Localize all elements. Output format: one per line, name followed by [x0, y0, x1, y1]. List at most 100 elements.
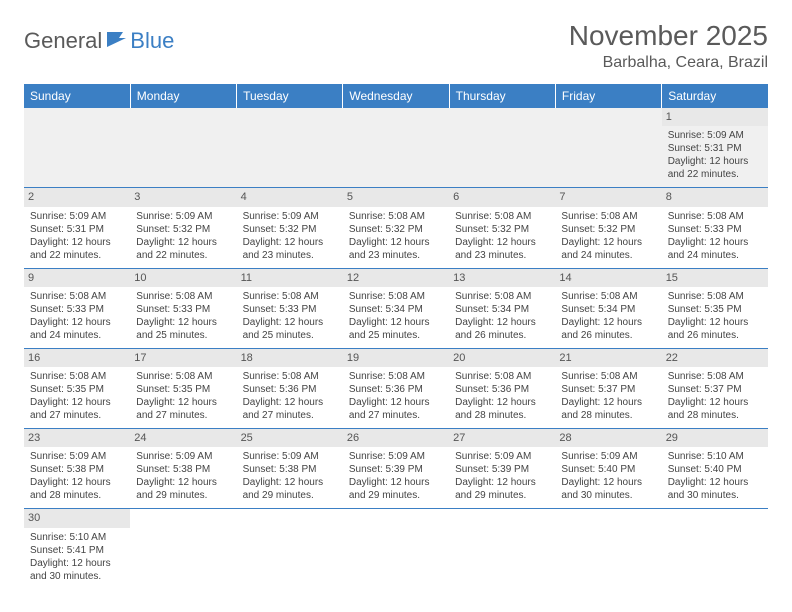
day-number: 11 [237, 269, 343, 287]
day-header: Sunday [24, 84, 130, 108]
daylight-text: and 28 minutes. [668, 409, 762, 422]
daylight-text: and 29 minutes. [243, 489, 337, 502]
daylight-text: Daylight: 12 hours [561, 476, 655, 489]
calendar-empty [343, 509, 449, 589]
day-number: 7 [555, 188, 661, 206]
calendar-day: 15Sunrise: 5:08 AMSunset: 5:35 PMDayligh… [662, 268, 768, 348]
header: General Blue November 2025 Barbalha, Cea… [24, 20, 768, 72]
daylight-text: and 29 minutes. [136, 489, 230, 502]
day-number: 9 [24, 269, 130, 287]
daylight-text: and 26 minutes. [561, 329, 655, 342]
calendar-empty [237, 108, 343, 188]
daylight-text: and 23 minutes. [243, 249, 337, 262]
location-text: Barbalha, Ceara, Brazil [569, 54, 768, 72]
calendar-week: 23Sunrise: 5:09 AMSunset: 5:38 PMDayligh… [24, 429, 768, 509]
daylight-text: Daylight: 12 hours [136, 476, 230, 489]
calendar-day: 22Sunrise: 5:08 AMSunset: 5:37 PMDayligh… [662, 348, 768, 428]
daylight-text: Daylight: 12 hours [349, 316, 443, 329]
day-header: Saturday [662, 84, 768, 108]
sunset-text: Sunset: 5:39 PM [349, 463, 443, 476]
calendar-day: 26Sunrise: 5:09 AMSunset: 5:39 PMDayligh… [343, 429, 449, 509]
sunset-text: Sunset: 5:32 PM [243, 223, 337, 236]
logo-text-blue: Blue [130, 28, 174, 54]
calendar-day: 24Sunrise: 5:09 AMSunset: 5:38 PMDayligh… [130, 429, 236, 509]
calendar-empty [449, 509, 555, 589]
calendar-week: 30Sunrise: 5:10 AMSunset: 5:41 PMDayligh… [24, 509, 768, 589]
day-header-row: SundayMondayTuesdayWednesdayThursdayFrid… [24, 84, 768, 108]
sunrise-text: Sunrise: 5:08 AM [349, 290, 443, 303]
calendar-day: 11Sunrise: 5:08 AMSunset: 5:33 PMDayligh… [237, 268, 343, 348]
calendar-week: 9Sunrise: 5:08 AMSunset: 5:33 PMDaylight… [24, 268, 768, 348]
daylight-text: and 29 minutes. [349, 489, 443, 502]
sunset-text: Sunset: 5:35 PM [136, 383, 230, 396]
sunset-text: Sunset: 5:38 PM [243, 463, 337, 476]
calendar-empty [130, 509, 236, 589]
daylight-text: and 29 minutes. [455, 489, 549, 502]
daylight-text: Daylight: 12 hours [243, 236, 337, 249]
daylight-text: and 23 minutes. [455, 249, 549, 262]
day-number: 26 [343, 429, 449, 447]
sunset-text: Sunset: 5:31 PM [30, 223, 124, 236]
calendar-empty [555, 509, 661, 589]
calendar-day: 19Sunrise: 5:08 AMSunset: 5:36 PMDayligh… [343, 348, 449, 428]
day-number: 3 [130, 188, 236, 206]
day-header: Wednesday [343, 84, 449, 108]
sunset-text: Sunset: 5:34 PM [455, 303, 549, 316]
daylight-text: Daylight: 12 hours [243, 316, 337, 329]
day-number: 27 [449, 429, 555, 447]
daylight-text: Daylight: 12 hours [668, 155, 762, 168]
day-number: 25 [237, 429, 343, 447]
sunset-text: Sunset: 5:37 PM [561, 383, 655, 396]
calendar-day: 6Sunrise: 5:08 AMSunset: 5:32 PMDaylight… [449, 188, 555, 268]
daylight-text: Daylight: 12 hours [668, 396, 762, 409]
calendar-day: 9Sunrise: 5:08 AMSunset: 5:33 PMDaylight… [24, 268, 130, 348]
sunset-text: Sunset: 5:39 PM [455, 463, 549, 476]
sunrise-text: Sunrise: 5:09 AM [30, 450, 124, 463]
sunset-text: Sunset: 5:36 PM [243, 383, 337, 396]
sunset-text: Sunset: 5:41 PM [30, 544, 124, 557]
daylight-text: Daylight: 12 hours [455, 316, 549, 329]
calendar-day: 8Sunrise: 5:08 AMSunset: 5:33 PMDaylight… [662, 188, 768, 268]
daylight-text: Daylight: 12 hours [30, 476, 124, 489]
calendar-day: 1Sunrise: 5:09 AMSunset: 5:31 PMDaylight… [662, 108, 768, 188]
calendar-day: 29Sunrise: 5:10 AMSunset: 5:40 PMDayligh… [662, 429, 768, 509]
day-header: Monday [130, 84, 236, 108]
daylight-text: and 27 minutes. [30, 409, 124, 422]
sunset-text: Sunset: 5:33 PM [136, 303, 230, 316]
daylight-text: Daylight: 12 hours [455, 476, 549, 489]
sunrise-text: Sunrise: 5:09 AM [136, 210, 230, 223]
calendar-day: 13Sunrise: 5:08 AMSunset: 5:34 PMDayligh… [449, 268, 555, 348]
day-number: 8 [662, 188, 768, 206]
sunset-text: Sunset: 5:33 PM [243, 303, 337, 316]
sunset-text: Sunset: 5:40 PM [561, 463, 655, 476]
day-number: 20 [449, 349, 555, 367]
sunrise-text: Sunrise: 5:08 AM [668, 210, 762, 223]
calendar-day: 12Sunrise: 5:08 AMSunset: 5:34 PMDayligh… [343, 268, 449, 348]
daylight-text: and 26 minutes. [668, 329, 762, 342]
daylight-text: and 24 minutes. [668, 249, 762, 262]
sunrise-text: Sunrise: 5:08 AM [455, 370, 549, 383]
calendar-day: 16Sunrise: 5:08 AMSunset: 5:35 PMDayligh… [24, 348, 130, 428]
calendar-day: 2Sunrise: 5:09 AMSunset: 5:31 PMDaylight… [24, 188, 130, 268]
daylight-text: and 27 minutes. [243, 409, 337, 422]
daylight-text: and 28 minutes. [30, 489, 124, 502]
sunset-text: Sunset: 5:32 PM [136, 223, 230, 236]
daylight-text: Daylight: 12 hours [30, 557, 124, 570]
calendar-day: 28Sunrise: 5:09 AMSunset: 5:40 PMDayligh… [555, 429, 661, 509]
sunset-text: Sunset: 5:37 PM [668, 383, 762, 396]
day-number: 2 [24, 188, 130, 206]
sunrise-text: Sunrise: 5:08 AM [668, 290, 762, 303]
day-number: 24 [130, 429, 236, 447]
day-number: 13 [449, 269, 555, 287]
day-number: 30 [24, 509, 130, 527]
day-number: 18 [237, 349, 343, 367]
day-number: 21 [555, 349, 661, 367]
sunrise-text: Sunrise: 5:08 AM [561, 210, 655, 223]
month-title: November 2025 [569, 20, 768, 52]
daylight-text: and 24 minutes. [561, 249, 655, 262]
calendar-week: 1Sunrise: 5:09 AMSunset: 5:31 PMDaylight… [24, 108, 768, 188]
daylight-text: Daylight: 12 hours [561, 316, 655, 329]
daylight-text: and 22 minutes. [136, 249, 230, 262]
day-number: 5 [343, 188, 449, 206]
day-number: 1 [662, 108, 768, 126]
